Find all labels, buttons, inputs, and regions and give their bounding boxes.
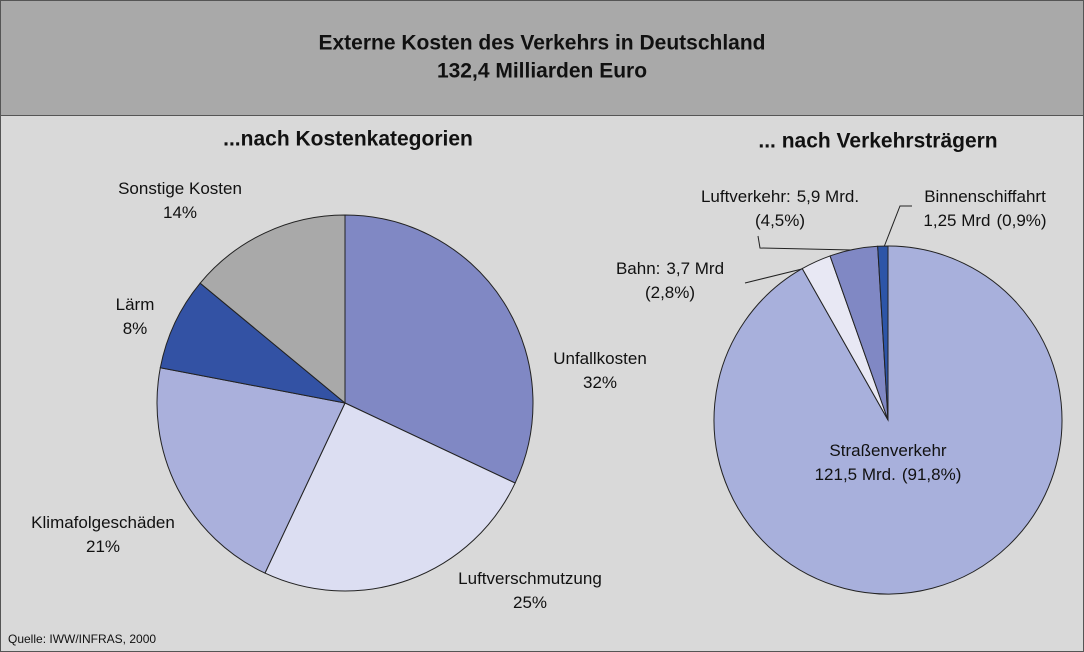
category-label: Luftverschmutzung: [458, 569, 602, 588]
leader-line: [883, 205, 912, 248]
pie-slice: [156, 367, 346, 574]
value-label: 121,5 Mrd.: [815, 465, 896, 484]
slice-label: Lärm: [116, 295, 155, 314]
category-label: Lärm: [116, 295, 155, 314]
slice-label: 32%: [583, 373, 617, 392]
category-label: Unfallkosten: [553, 349, 647, 368]
value-label: 21%: [86, 537, 120, 556]
value-label: 8%: [123, 319, 148, 338]
slice-label: (4,5%): [755, 211, 805, 230]
value-label: 25%: [513, 593, 547, 612]
slice-label: 14%: [163, 203, 197, 222]
pie-title: ...nach Kostenkategorien: [223, 128, 473, 151]
value-label: (91,8%): [902, 465, 962, 484]
slice-label: (2,8%): [645, 283, 695, 302]
slice-label: Binnenschiffahrt: [924, 187, 1046, 206]
source: Quelle: IWW/INFRAS, 2000: [8, 632, 156, 646]
category-label: Binnenschiffahrt: [924, 187, 1046, 206]
slice-label: 1,25 Mrd (0,9%): [923, 211, 1046, 230]
slice-label: 21%: [86, 537, 120, 556]
slice-label: Luftverkehr: 5,9 Mrd.: [701, 187, 859, 206]
value-label: (0,9%): [997, 211, 1047, 230]
category-label: Luftverkehr:: [701, 187, 791, 206]
slice-label: 8%: [123, 319, 148, 338]
slice-label: Bahn: 3,7 Mrd: [616, 259, 724, 278]
value-label: 14%: [163, 203, 197, 222]
slice-label: Sonstige Kosten: [118, 179, 242, 198]
slice-label: 25%: [513, 593, 547, 612]
category-label: Bahn:: [616, 259, 660, 278]
title: Externe Kosten des Verkehrs in Deutschla…: [319, 32, 766, 55]
slice-label: Straßenverkehr: [829, 441, 946, 460]
pie-slice: [344, 214, 534, 484]
slice-label: Klimafolgeschäden: [31, 513, 175, 532]
category-label: Sonstige Kosten: [118, 179, 242, 198]
slice-label: 121,5 Mrd. (91,8%): [815, 465, 962, 484]
value-label: (4,5%): [755, 211, 805, 230]
category-label: Straßenverkehr: [829, 441, 946, 460]
leader-line: [744, 267, 807, 284]
value-label: 5,9 Mrd.: [797, 187, 859, 206]
category-label: Klimafolgeschäden: [31, 513, 175, 532]
pie-slice: [159, 282, 346, 404]
pie-slice: [877, 245, 889, 421]
value-label: 1,25 Mrd: [923, 211, 990, 230]
header: [0, 0, 1084, 116]
value-label: 3,7 Mrd: [666, 259, 724, 278]
value-label: 32%: [583, 373, 617, 392]
value-label: (2,8%): [645, 283, 695, 302]
pie-slice: [199, 214, 346, 405]
leader-line: [757, 235, 853, 251]
subtitle: 132,4 Milliarden Euro: [437, 60, 647, 83]
slice-label: Unfallkosten: [553, 349, 647, 368]
slice-label: Luftverschmutzung: [458, 569, 602, 588]
pie-slice: [264, 402, 516, 592]
pie-title: ... nach Verkehrsträgern: [758, 130, 997, 153]
